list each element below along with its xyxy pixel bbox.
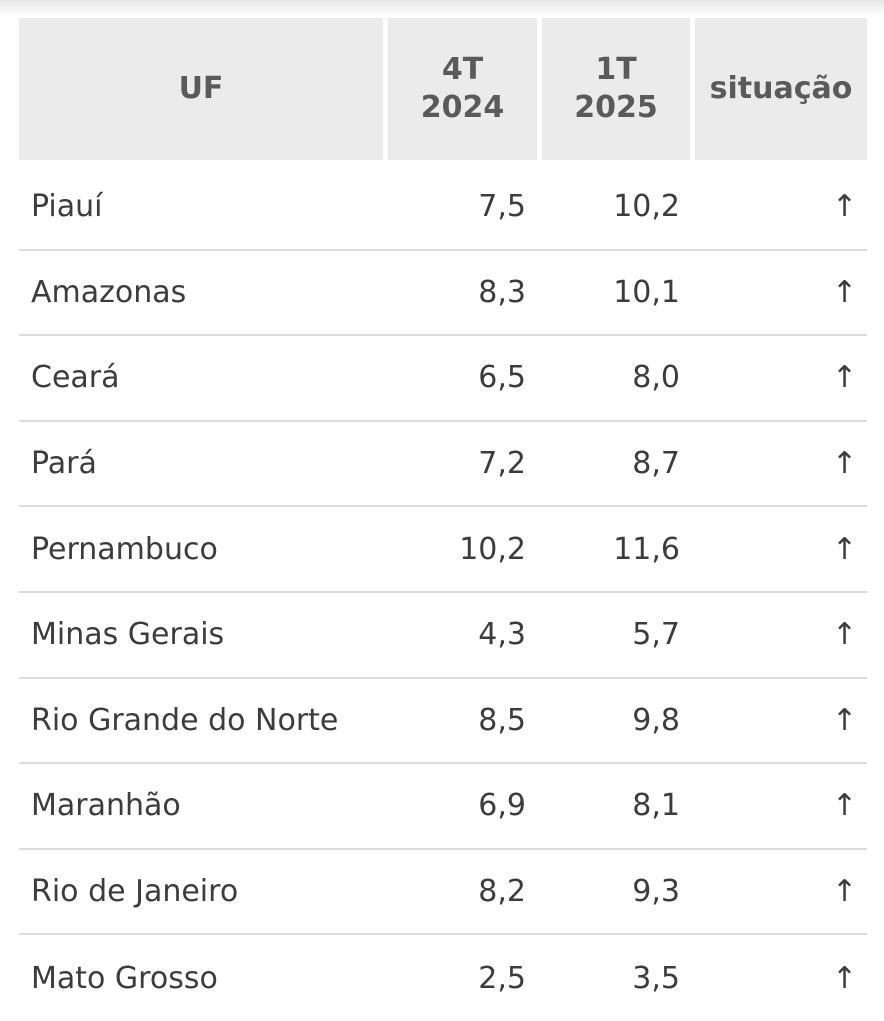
- cell-uf: Ceará: [31, 360, 120, 396]
- table-row: Maranhão 6,9 8,1 ↑: [19, 764, 867, 850]
- arrow-up-icon: ↑: [831, 617, 857, 653]
- table-row: Ceará 6,5 8,0 ↑: [19, 336, 867, 422]
- cell-uf: Mato Grosso: [31, 960, 218, 996]
- cell-4t-2024: 2,5: [478, 960, 526, 996]
- cell-uf: Pernambuco: [31, 531, 218, 567]
- table-row: Pernambuco 10,2 11,6 ↑: [19, 507, 867, 593]
- cell-uf: Piauí: [31, 189, 103, 225]
- cell-1t-2025: 11,6: [613, 531, 680, 567]
- cell-1t-2025: 9,3: [632, 874, 680, 910]
- arrow-up-icon: ↑: [831, 702, 857, 738]
- header-uf-label: UF: [178, 71, 224, 106]
- top-shadow: [0, 0, 884, 16]
- cell-1t-2025: 9,8: [632, 702, 680, 738]
- table-body: Piauí 7,5 10,2 ↑ Amazonas 8,3 10,1 ↑ Ceará 6,5 8,0…: [19, 165, 867, 1021]
- header-4t-2024-label: 4T 2024: [420, 52, 505, 125]
- cell-uf: Maranhão: [31, 788, 181, 824]
- header-situacao: situação: [695, 18, 867, 160]
- cell-1t-2025: 8,7: [632, 446, 680, 482]
- table-row: Amazonas 8,3 10,1 ↑: [19, 251, 867, 337]
- cell-4t-2024: 8,3: [478, 274, 526, 310]
- cell-uf: Rio de Janeiro: [31, 874, 239, 910]
- table-row: Rio Grande do Norte 8,5 9,8 ↑: [19, 679, 867, 765]
- header-4t-2024: 4T 2024: [388, 18, 537, 160]
- table-row: Rio de Janeiro 8,2 9,3 ↑: [19, 850, 867, 936]
- arrow-up-icon: ↑: [831, 788, 857, 824]
- table-row: Pará 7,2 8,7 ↑: [19, 422, 867, 508]
- cell-1t-2025: 10,1: [613, 274, 680, 310]
- cell-4t-2024: 8,2: [478, 874, 526, 910]
- header-uf: UF: [19, 18, 383, 160]
- cell-uf: Pará: [31, 446, 97, 482]
- header-situacao-label: situação: [709, 71, 853, 106]
- cell-uf: Rio Grande do Norte: [31, 702, 339, 738]
- arrow-up-icon: ↑: [831, 531, 857, 567]
- cell-4t-2024: 7,5: [478, 189, 526, 225]
- cell-4t-2024: 7,2: [478, 446, 526, 482]
- cell-4t-2024: 8,5: [478, 702, 526, 738]
- cell-4t-2024: 6,9: [478, 788, 526, 824]
- table-row: Minas Gerais 4,3 5,7 ↑: [19, 593, 867, 679]
- cell-4t-2024: 10,2: [459, 531, 526, 567]
- header-1t-2025-label: 1T 2025: [574, 52, 658, 125]
- cell-1t-2025: 8,0: [632, 360, 680, 396]
- cell-1t-2025: 10,2: [613, 189, 680, 225]
- table-row: Mato Grosso 2,5 3,5 ↑: [19, 935, 867, 1021]
- cell-4t-2024: 6,5: [478, 360, 526, 396]
- cell-1t-2025: 5,7: [632, 617, 680, 653]
- arrow-up-icon: ↑: [831, 446, 857, 482]
- table-row: Piauí 7,5 10,2 ↑: [19, 165, 867, 251]
- cell-uf: Amazonas: [31, 274, 187, 310]
- cell-4t-2024: 4,3: [478, 617, 526, 653]
- arrow-up-icon: ↑: [831, 960, 857, 996]
- arrow-up-icon: ↑: [831, 360, 857, 396]
- header-1t-2025: 1T 2025: [542, 18, 690, 160]
- cell-1t-2025: 8,1: [632, 788, 680, 824]
- arrow-up-icon: ↑: [831, 874, 857, 910]
- cell-uf: Minas Gerais: [31, 617, 225, 653]
- cell-1t-2025: 3,5: [632, 960, 680, 996]
- arrow-up-icon: ↑: [831, 189, 857, 225]
- arrow-up-icon: ↑: [831, 274, 857, 310]
